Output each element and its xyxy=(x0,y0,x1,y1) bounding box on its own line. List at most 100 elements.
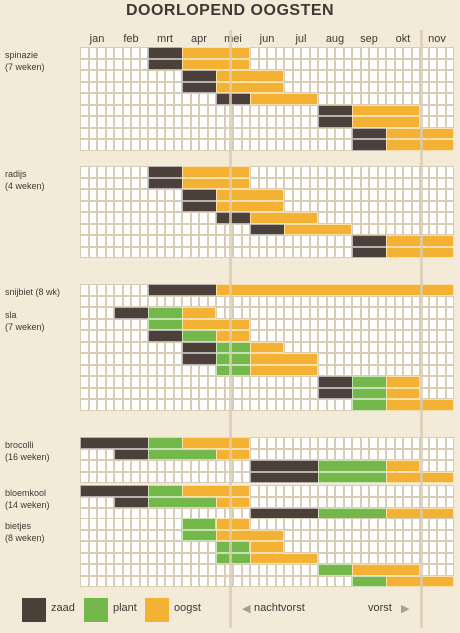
grid-cell xyxy=(428,387,437,399)
grid-cell xyxy=(233,223,242,235)
grid-cell xyxy=(301,295,310,307)
grid-cell xyxy=(216,139,225,151)
grid-cell xyxy=(335,200,344,212)
grid-cell xyxy=(377,189,386,201)
grid-cell xyxy=(139,93,148,105)
grid-cell xyxy=(301,235,310,247)
grid-cell xyxy=(403,189,412,201)
grid-cell xyxy=(173,460,182,472)
grid-cell xyxy=(403,330,412,342)
grid-cell xyxy=(369,437,378,449)
grid-cell xyxy=(148,575,157,587)
grid-cell xyxy=(165,212,174,224)
grid-cell xyxy=(139,399,148,411)
grid-cell xyxy=(445,330,454,342)
grid-cell xyxy=(309,307,318,319)
grid-cell xyxy=(352,166,361,178)
grid-cell xyxy=(386,529,395,541)
grid-cell xyxy=(139,552,148,564)
grid-cell xyxy=(326,295,335,307)
grid-cell xyxy=(352,58,361,70)
grid-cell xyxy=(309,518,318,530)
grid-cell xyxy=(326,127,335,139)
grid-cell xyxy=(97,47,106,59)
bar-oogst xyxy=(216,518,250,530)
grid-cell xyxy=(88,518,97,530)
grid-cell xyxy=(114,70,123,82)
grid-cell xyxy=(445,223,454,235)
grid-cell xyxy=(403,93,412,105)
grid-cell xyxy=(114,235,123,247)
grid-cell xyxy=(258,127,267,139)
legend-oogst-swatch xyxy=(145,598,169,622)
grid-cell xyxy=(394,330,403,342)
grid-cell xyxy=(343,139,352,151)
grid-cell xyxy=(326,448,335,460)
grid-cell xyxy=(173,353,182,365)
grid-cell xyxy=(224,223,233,235)
grid-cell xyxy=(445,70,454,82)
grid-cell xyxy=(131,47,140,59)
grid-cell xyxy=(207,116,216,128)
grid-cell xyxy=(301,399,310,411)
grid-cell xyxy=(122,116,131,128)
grid-cell xyxy=(97,496,106,508)
grid-cell xyxy=(114,127,123,139)
grid-cell xyxy=(114,341,123,353)
grid-cell xyxy=(411,518,420,530)
grid-cell xyxy=(131,104,140,116)
grid-cell xyxy=(445,212,454,224)
grid-cell xyxy=(292,177,301,189)
grid-cell xyxy=(377,166,386,178)
grid-cell xyxy=(148,104,157,116)
grid-cell xyxy=(258,307,267,319)
grid-cell xyxy=(199,212,208,224)
grid-cell xyxy=(437,341,446,353)
grid-cell xyxy=(445,47,454,59)
grid-cell xyxy=(97,575,106,587)
grid-cell xyxy=(182,93,191,105)
grid-cell xyxy=(411,552,420,564)
grid-cell xyxy=(403,341,412,353)
grid-cell xyxy=(445,295,454,307)
grid-cell xyxy=(105,387,114,399)
grid-cell xyxy=(182,376,191,388)
grid-cell xyxy=(352,70,361,82)
grid-cell xyxy=(105,471,114,483)
grid-cell xyxy=(156,116,165,128)
grid-cell xyxy=(352,364,361,376)
grid-cell xyxy=(114,295,123,307)
grid-cell xyxy=(343,93,352,105)
grid-cell xyxy=(80,104,89,116)
grid-cell xyxy=(318,318,327,330)
grid-cell xyxy=(148,460,157,472)
grid-cell xyxy=(97,295,106,307)
grid-cell xyxy=(199,460,208,472)
grid-cell xyxy=(114,387,123,399)
grid-cell xyxy=(292,541,301,553)
grid-cell xyxy=(182,235,191,247)
grid-cell xyxy=(360,212,369,224)
grid-cell xyxy=(309,139,318,151)
grid-cell xyxy=(343,58,352,70)
grid-cell xyxy=(309,104,318,116)
grid-cell xyxy=(343,575,352,587)
grid-cell xyxy=(318,341,327,353)
grid-cell xyxy=(258,177,267,189)
grid-cell xyxy=(190,295,199,307)
grid-cell xyxy=(411,223,420,235)
grid-cell xyxy=(411,189,420,201)
grid-cell xyxy=(377,341,386,353)
bar-plant xyxy=(182,518,216,530)
grid-cell xyxy=(139,212,148,224)
grid-cell xyxy=(216,471,225,483)
grid-cell xyxy=(318,139,327,151)
grid-cell xyxy=(411,177,420,189)
grid-cell xyxy=(88,295,97,307)
grid-cell xyxy=(326,341,335,353)
grid-cell xyxy=(122,341,131,353)
grid-cell xyxy=(267,399,276,411)
grid-cell xyxy=(394,93,403,105)
grid-cell xyxy=(437,81,446,93)
grid-cell xyxy=(165,246,174,258)
